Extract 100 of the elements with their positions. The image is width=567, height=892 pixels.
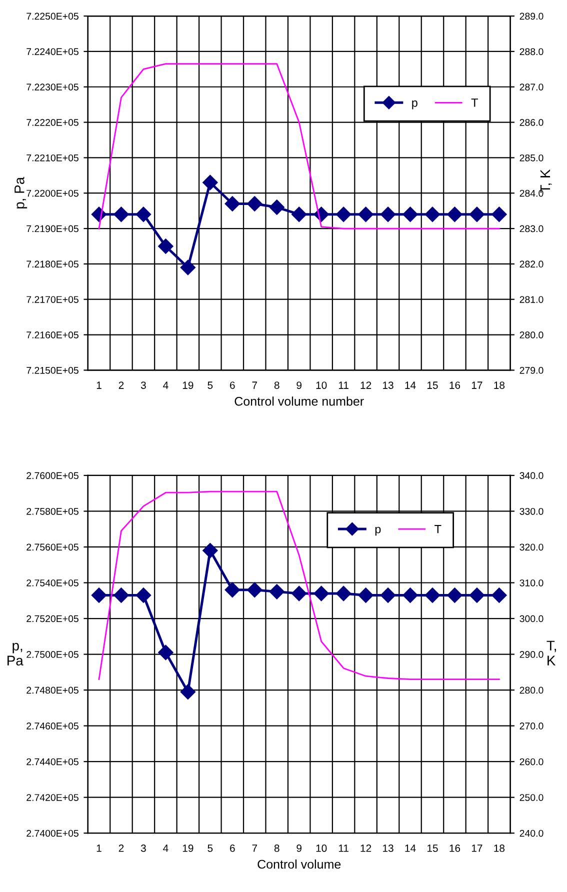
y2-tick-label: 250.0 xyxy=(520,794,544,801)
point xyxy=(314,586,329,602)
x-tick-label: 6 xyxy=(230,844,235,852)
y2-tick-label: 283.0 xyxy=(520,225,544,232)
y2-tick-label: 340.0 xyxy=(520,472,544,480)
x-tick-label: 10 xyxy=(316,382,327,389)
y2-tick-label: 285.0 xyxy=(520,154,544,162)
y-tick-label: 2.7460E+05 xyxy=(26,722,78,730)
point xyxy=(136,206,152,222)
x-axis-title: Control volume number xyxy=(234,396,364,406)
y2-tick-label: 300.0 xyxy=(520,615,544,622)
y-tick-label: 7.2250E+05 xyxy=(26,12,78,20)
x-tick-label: 16 xyxy=(450,844,460,852)
y2-tick-label: 280.0 xyxy=(520,332,544,338)
line-series xyxy=(98,490,500,680)
x-tick-label: 18 xyxy=(494,382,505,389)
x-tick-label: 1 xyxy=(96,844,102,852)
point xyxy=(247,582,262,598)
y-tick-label: 2.7480E+05 xyxy=(26,686,78,694)
y-tick-label: 2.7580E+05 xyxy=(26,508,78,515)
x-tick-label: 13 xyxy=(383,382,394,389)
point xyxy=(447,588,462,603)
x-tick-label: 8 xyxy=(274,382,280,389)
y-tick-label: 7.2220E+05 xyxy=(26,119,78,126)
x-tick-label: 11 xyxy=(338,382,348,389)
y-tick-label: 2.7500E+05 xyxy=(26,651,78,658)
legend-label: T xyxy=(471,98,478,107)
point xyxy=(447,206,462,222)
y-axis-title: p, Pa xyxy=(8,642,24,666)
point xyxy=(269,584,284,600)
y2-tick-label: 330.0 xyxy=(520,508,544,515)
x-axis-title: Control volume xyxy=(258,860,341,869)
point xyxy=(292,206,307,222)
point xyxy=(91,588,107,603)
x-tick-label: 1 xyxy=(96,382,102,389)
point xyxy=(269,200,284,215)
point xyxy=(224,582,240,598)
y2-tick-label: 260.0 xyxy=(520,758,544,766)
x-tick-label: 19 xyxy=(182,382,194,389)
x-tick-label: 3 xyxy=(140,382,146,389)
y-tick-label: 7.2190E+05 xyxy=(26,225,78,232)
point xyxy=(202,174,218,190)
y-tick-label: 7.2230E+05 xyxy=(26,84,78,90)
point xyxy=(380,206,396,222)
point xyxy=(492,588,507,603)
x-tick-label: 14 xyxy=(405,844,416,852)
y-tick-label: 2.7400E+05 xyxy=(26,830,78,837)
y-tick-label: 7.2170E+05 xyxy=(26,296,78,303)
y-tick-label: 7.2160E+05 xyxy=(26,332,78,338)
point xyxy=(380,588,396,603)
point xyxy=(202,542,218,558)
y-tick-label: 2.7440E+05 xyxy=(26,758,78,766)
x-tick-label: 15 xyxy=(427,382,438,389)
y-tick-label: 7.2150E+05 xyxy=(26,366,78,374)
point xyxy=(224,196,240,212)
legend-label: T xyxy=(434,525,442,534)
y2-tick-label: 286.0 xyxy=(520,119,544,126)
y2-tick-label: 289.0 xyxy=(520,12,544,20)
y-tick-label: 7.2200E+05 xyxy=(26,190,78,197)
legend-label: p xyxy=(375,526,381,536)
x-tick-label: 3 xyxy=(140,844,146,852)
y-tick-label: 2.7520E+05 xyxy=(26,615,78,622)
y-axis-title: p, Pa xyxy=(14,176,28,208)
y-tick-label: 2.7420E+05 xyxy=(26,794,78,801)
point xyxy=(336,206,352,222)
legend-label: p xyxy=(412,100,418,110)
point xyxy=(358,206,374,222)
point xyxy=(180,260,196,276)
point xyxy=(402,206,418,222)
point xyxy=(292,586,307,602)
point xyxy=(136,588,152,603)
point xyxy=(492,206,507,222)
y2-tick-label: 290.0 xyxy=(520,651,544,658)
point xyxy=(358,588,374,603)
point xyxy=(114,206,129,222)
point xyxy=(469,206,485,222)
x-tick-label: 19 xyxy=(182,844,194,852)
y2-tick-label: 280.0 xyxy=(520,686,544,694)
x-tick-label: 8 xyxy=(274,844,280,852)
y2-axis-title: T, K xyxy=(546,640,556,666)
x-tick-label: 12 xyxy=(360,844,372,852)
y2-tick-label: 320.0 xyxy=(520,544,544,551)
x-tick-label: 7 xyxy=(252,844,257,852)
y-tick-label: 7.2210E+05 xyxy=(26,154,78,162)
y2-tick-label: 279.0 xyxy=(520,366,544,374)
x-tick-label: 13 xyxy=(383,844,394,852)
point xyxy=(158,238,174,254)
x-tick-label: 2 xyxy=(118,382,124,389)
x-tick-label: 12 xyxy=(360,382,372,389)
point xyxy=(402,588,418,603)
point xyxy=(424,588,440,603)
x-tick-label: 4 xyxy=(163,844,168,852)
x-tick-label: 2 xyxy=(118,844,124,852)
y2-tick-label: 287.0 xyxy=(520,84,544,90)
y-tick-label: 7.2240E+05 xyxy=(26,48,78,56)
y2-tick-label: 281.0 xyxy=(520,296,544,303)
y2-tick-label: 270.0 xyxy=(520,722,544,730)
x-tick-label: 17 xyxy=(472,382,482,389)
y2-tick-label: 240.0 xyxy=(520,830,544,837)
x-tick-label: 5 xyxy=(208,382,213,389)
